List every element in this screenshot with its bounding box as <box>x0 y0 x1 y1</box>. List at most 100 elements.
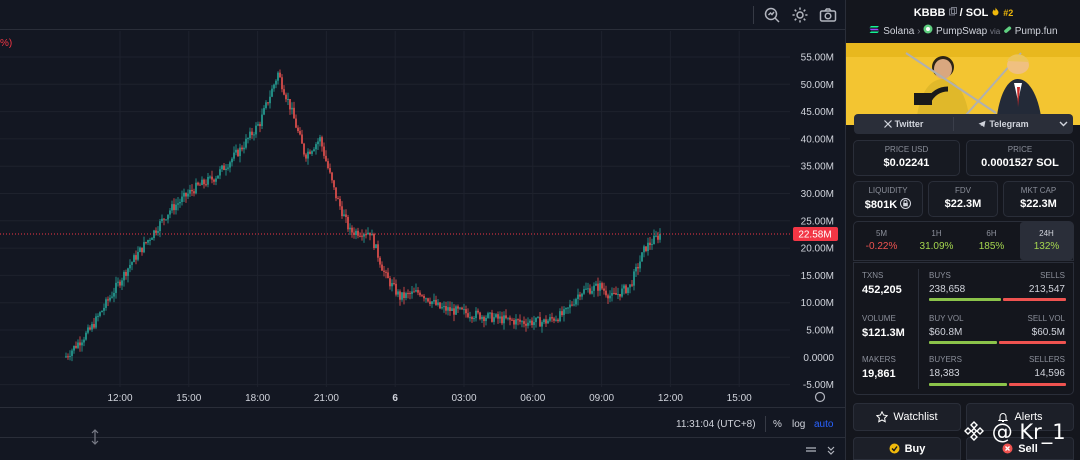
dex-link[interactable]: PumpSwap <box>936 26 988 37</box>
alerts-label: Alerts <box>1014 411 1043 423</box>
search-chart-icon[interactable] <box>762 5 782 25</box>
candle-body <box>283 89 285 95</box>
more-links-chevron-icon[interactable] <box>1053 114 1073 134</box>
candle-body <box>77 342 79 348</box>
candle-body <box>355 230 357 235</box>
candle-body <box>149 239 151 241</box>
candle-body <box>505 315 507 319</box>
auto-scale-button[interactable]: auto <box>814 419 834 430</box>
candle-body <box>139 247 141 252</box>
tab-6h[interactable]: 6H 185% <box>978 229 1005 252</box>
candle-body <box>309 151 311 154</box>
candle-body <box>157 231 159 233</box>
candle-body <box>343 214 345 217</box>
candle-body <box>431 301 433 304</box>
twitter-link[interactable]: Twitter <box>854 114 953 134</box>
gear-icon[interactable] <box>790 5 810 25</box>
candle-body <box>233 152 235 159</box>
candle-body <box>553 318 555 321</box>
liquidity-label: LIQUIDITY <box>868 186 908 195</box>
chart-toolbar <box>0 0 845 30</box>
last-price-label: 22.58M <box>798 230 831 241</box>
candle-body <box>561 311 563 316</box>
candle-body <box>459 307 461 309</box>
social-links: Twitter Telegram <box>854 114 1073 134</box>
watchlist-button[interactable]: Watchlist <box>853 403 961 431</box>
candle-body <box>557 319 559 322</box>
candle-body <box>437 302 439 305</box>
collapse-icon[interactable] <box>826 445 836 455</box>
candle-body <box>467 313 469 318</box>
sell-volume-bar <box>999 341 1066 344</box>
chart-bottom-bar: 11:31:04 (UTC+8) % log auto <box>0 407 845 437</box>
chart-pane[interactable]: %) 55.00M 50.00M 45.00M 40.00M 35.00M 30.00M 2… <box>0 0 845 460</box>
candle-body <box>619 293 621 297</box>
flame-icon <box>992 7 999 16</box>
candle-body <box>315 144 317 150</box>
candle-body <box>545 319 547 324</box>
candle-body <box>577 294 579 300</box>
txns-label: TXNS <box>862 271 884 280</box>
candle-body <box>173 204 175 211</box>
tab-5m[interactable]: 5M -0.22% <box>865 229 898 252</box>
alerts-button[interactable]: Alerts <box>966 403 1074 431</box>
candle-body <box>483 316 485 322</box>
candle-body <box>549 317 551 321</box>
volume-value: $121.3M <box>862 327 905 339</box>
candle-body <box>325 155 327 162</box>
camera-icon[interactable] <box>818 5 838 25</box>
candle-body <box>621 288 623 297</box>
candle-body <box>559 311 561 322</box>
rank-badge: #2 <box>1003 8 1014 18</box>
candle-body <box>69 355 71 357</box>
resize-handle-icon[interactable] <box>90 429 100 445</box>
minimize-icon[interactable] <box>805 447 817 453</box>
candle-body <box>423 295 425 299</box>
candle-body <box>143 242 145 253</box>
clock-readout: 11:31:04 (UTC+8) <box>676 419 756 430</box>
candle-body <box>575 299 577 305</box>
price-tick-label: 5.00M <box>806 326 834 337</box>
quote-symbol: SOL <box>965 7 989 19</box>
candle-body <box>443 306 445 308</box>
candle-body <box>593 285 595 291</box>
telegram-link[interactable]: Telegram <box>954 114 1053 134</box>
candle-body <box>617 293 619 295</box>
candle-body <box>639 261 641 269</box>
log-scale-button[interactable]: log <box>792 419 806 430</box>
candle-body <box>101 310 103 313</box>
candle-body <box>497 314 499 319</box>
candle-body <box>535 317 537 323</box>
candle-body <box>525 323 527 326</box>
candle-body <box>511 319 513 321</box>
candle-body <box>163 218 165 220</box>
chain-link[interactable]: Solana <box>883 26 915 37</box>
candle-body <box>297 127 299 132</box>
percent-scale-button[interactable]: % <box>773 419 782 430</box>
candle-body <box>517 319 519 321</box>
fdv-value: $22.3M <box>944 198 982 210</box>
launchpad-link[interactable]: Pump.fun <box>1014 26 1058 37</box>
candle-body <box>117 281 119 283</box>
candle-body <box>379 257 381 265</box>
tab-24h[interactable]: 24H 132% <box>1020 222 1073 260</box>
pair-title: KBBB / SOL #2 <box>846 7 1080 19</box>
candle-body <box>419 292 421 296</box>
candle-body <box>239 147 241 157</box>
buy-icon <box>889 443 900 454</box>
candle-body <box>147 240 149 243</box>
bottom-divider <box>765 416 766 432</box>
candle-body <box>503 315 505 324</box>
buy-button[interactable]: Buy <box>853 437 961 460</box>
copy-icon[interactable] <box>948 7 957 16</box>
candle-body <box>85 332 87 340</box>
candlestick-chart[interactable]: 55.00M 50.00M 45.00M 40.00M 35.00M 30.00M 25.0… <box>0 31 845 406</box>
candle-body <box>67 356 69 358</box>
price-tick-label: 55.00M <box>801 53 834 64</box>
candle-body <box>171 204 173 211</box>
tab-1h[interactable]: 1H 31.09% <box>919 229 954 252</box>
candle-body <box>441 307 443 309</box>
candle-body <box>327 161 329 169</box>
candle-body <box>371 233 373 236</box>
candle-body <box>399 291 401 300</box>
